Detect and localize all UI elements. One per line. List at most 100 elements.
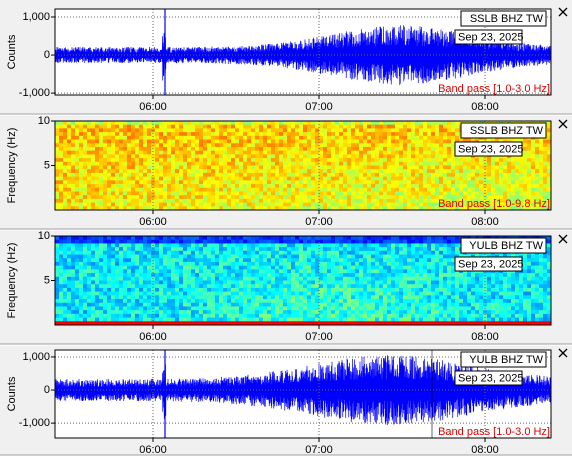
spectrogram-cell [119, 198, 124, 204]
spectrogram-cell [87, 247, 92, 252]
spectrogram-cell [171, 239, 176, 245]
spectrogram-cell [471, 184, 476, 189]
spectrogram-cell [247, 191, 252, 196]
spectrogram-cell [159, 146, 164, 152]
spectrogram-cell [215, 143, 220, 148]
spectrogram-cell [411, 143, 416, 148]
spectrogram-cell [119, 265, 124, 270]
close-button[interactable] [558, 119, 568, 129]
spectrogram-cell [115, 165, 120, 170]
spectrogram-cell [547, 143, 551, 148]
spectrogram-cell [431, 154, 436, 159]
spectrogram-cell [75, 273, 80, 278]
spectrogram-cell [291, 187, 296, 193]
spectrogram-cell [519, 206, 524, 210]
spectrogram-cell [167, 176, 172, 181]
spectrogram-cell [143, 276, 148, 282]
spectrogram-cell [251, 273, 256, 278]
spectrogram-cell [299, 176, 304, 181]
spectrogram-cell [447, 161, 452, 167]
spectrogram-cell [235, 184, 240, 189]
spectrogram-cell [107, 313, 112, 319]
spectrogram-cell [315, 191, 320, 196]
spectrogram-cell [327, 176, 332, 181]
spectrogram-cell [227, 247, 232, 252]
spectrogram-cell [371, 198, 376, 204]
spectrogram-cell [519, 180, 524, 185]
spectrogram-cell [507, 172, 512, 178]
spectrogram-cell [543, 169, 548, 174]
spectrogram-cell [203, 124, 208, 130]
spectrogram-cell [447, 184, 452, 189]
spectrogram-cell [239, 124, 244, 130]
spectrogram-cell [59, 239, 64, 245]
spectrogram-cell [171, 195, 176, 200]
spectrogram-cell [187, 317, 192, 322]
spectrogram-cell [143, 158, 148, 163]
spectrogram-cell [303, 269, 308, 274]
spectrogram-cell [359, 124, 364, 130]
spectrogram-cell [295, 195, 300, 200]
spectrogram-cell [167, 172, 172, 178]
spectrogram-cell [295, 321, 300, 325]
spectrogram-cell [203, 169, 208, 174]
spectrogram-cell [527, 165, 532, 170]
spectrogram-cell [263, 276, 268, 282]
spectrogram-cell [455, 128, 460, 133]
spectrogram-cell [371, 169, 376, 174]
spectrogram-cell [155, 132, 160, 137]
spectrogram-cell [251, 150, 256, 155]
spectrogram-cell [219, 236, 224, 241]
spectrogram-cell [455, 132, 460, 137]
spectrogram-cell [335, 247, 340, 252]
spectrogram-cell [535, 165, 540, 170]
spectrogram-cell [123, 313, 128, 319]
spectrogram-cell [275, 295, 280, 300]
spectrogram-cell [183, 313, 188, 319]
spectrogram-cell [199, 121, 204, 126]
spectrogram-cell [123, 191, 128, 196]
spectrogram-cell [131, 261, 136, 267]
spectrogram-cell [359, 269, 364, 274]
spectrogram-cell [451, 135, 456, 141]
spectrogram-cell [247, 306, 252, 311]
spectrogram-cell [323, 321, 328, 325]
spectrogram-cell [207, 236, 212, 241]
spectrogram-cell [55, 124, 60, 130]
spectrogram-cell [531, 169, 536, 174]
spectrogram-cell [195, 176, 200, 181]
spectrogram-cell [375, 287, 380, 293]
spectrogram-cell [83, 172, 88, 178]
spectrogram-cell [167, 150, 172, 155]
spectrogram-cell [327, 310, 332, 315]
spectrogram-cell [239, 239, 244, 245]
spectrogram-cell [319, 254, 324, 259]
spectrogram-cell [499, 158, 504, 163]
spectrogram-cell [147, 291, 152, 296]
spectrogram-cell [247, 247, 252, 252]
spectrogram-cell [475, 161, 480, 167]
spectrogram-cell [415, 195, 420, 200]
spectrogram-cell [391, 165, 396, 170]
spectrogram-cell [191, 139, 196, 144]
spectrogram-cell [59, 273, 64, 278]
spectrogram-cell [411, 121, 416, 126]
spectrogram-cell [267, 250, 272, 256]
spectrogram-cell [91, 299, 96, 304]
spectrogram-cell [215, 236, 220, 241]
spectrogram-cell [211, 247, 216, 252]
spectrogram-cell [183, 146, 188, 152]
spectrogram-cell [399, 195, 404, 200]
spectrogram-cell [495, 187, 500, 193]
close-button[interactable] [558, 7, 568, 17]
spectrogram-cell [407, 165, 412, 170]
spectrogram-cell [83, 150, 88, 155]
spectrogram-cell [83, 295, 88, 300]
spectrogram-cell [311, 124, 316, 130]
spectrogram-cell [407, 187, 412, 193]
spectrogram-cell [311, 258, 316, 263]
spectrogram-cell [463, 198, 468, 204]
spectrogram-cell [87, 135, 92, 141]
spectrogram-cell [363, 254, 368, 259]
spectrogram-cell [339, 191, 344, 196]
